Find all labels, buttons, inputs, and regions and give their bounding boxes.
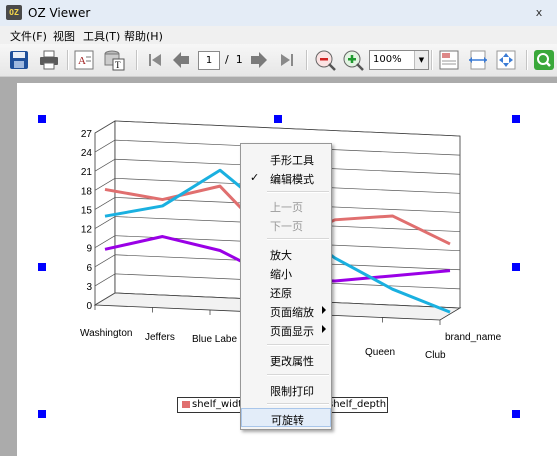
text-export-icon[interactable]: T	[103, 49, 125, 71]
page-layout-icon[interactable]	[438, 49, 460, 71]
toolbar-separator	[526, 50, 528, 70]
gridline	[94, 178, 116, 191]
current-page-input[interactable]: 1	[198, 51, 220, 70]
x-tick-label: Club	[425, 350, 446, 361]
submenu-arrow-icon	[322, 325, 326, 333]
font-export-icon[interactable]: A	[73, 49, 95, 71]
menu-page-display[interactable]: 页面显示	[241, 320, 331, 339]
menu-previous-page: 上一页	[270, 201, 303, 214]
menu-bar: 文件(F) 视图 工具(T) 帮助(H)	[0, 26, 557, 44]
toolbar-separator	[306, 50, 308, 70]
y-tick-label: 0	[86, 301, 92, 312]
y-tick-label: 15	[81, 205, 93, 216]
zoom-value: 100%	[373, 54, 402, 65]
selection-handle[interactable]	[274, 115, 282, 123]
legend-label-shelf-depth: shelf_depth	[328, 399, 387, 410]
y-tick-label: 24	[81, 148, 93, 159]
next-page-icon[interactable]	[248, 49, 270, 71]
menu-hand-tool[interactable]: 手形工具	[270, 154, 314, 167]
menu-separator	[267, 374, 329, 376]
y-tick-label: 6	[86, 263, 92, 274]
x-axis-title: brand_name	[445, 332, 502, 343]
selection-handle[interactable]	[38, 263, 46, 271]
menu-help[interactable]: 帮助(H)	[124, 30, 163, 43]
selection-handle[interactable]	[512, 115, 520, 123]
submenu-arrow-icon	[322, 306, 326, 314]
chevron-down-icon[interactable]: ▼	[414, 51, 428, 69]
gridline	[94, 235, 116, 248]
gridline	[94, 216, 116, 229]
menu-separator	[267, 403, 329, 405]
first-page-icon[interactable]	[144, 49, 166, 71]
checkmark-icon: ✓	[250, 171, 260, 184]
page-count: / 1	[225, 53, 243, 66]
selection-handle[interactable]	[512, 263, 520, 271]
oz-viewer-app-icon: OZ	[6, 5, 22, 20]
gridline	[114, 120, 461, 137]
legend-label-shelf-width: shelf_widt	[192, 399, 243, 410]
y-tick-label: 18	[81, 186, 93, 197]
svg-text:T: T	[115, 60, 121, 70]
chart-side-wall	[94, 120, 116, 306]
x-tick-label: Blue Labe	[192, 334, 237, 345]
zoom-out-icon[interactable]	[314, 49, 336, 71]
menu-edit-mode[interactable]: ✓ 编辑模式	[250, 171, 314, 186]
svg-text:A: A	[78, 55, 86, 67]
menu-restrict-print[interactable]: 限制打印	[270, 385, 314, 398]
y-tick-label: 21	[81, 167, 93, 178]
fit-width-icon[interactable]	[467, 49, 489, 71]
gridline	[94, 120, 116, 134]
menu-rotatable[interactable]: 可旋转	[241, 408, 331, 427]
toolbar-separator	[136, 50, 138, 70]
menu-separator	[267, 238, 329, 240]
gridline	[94, 273, 116, 287]
menu-zoom-in[interactable]: 放大	[270, 249, 292, 262]
zoom-in-icon[interactable]	[342, 49, 364, 71]
y-tick-label: 3	[86, 282, 92, 293]
context-menu: 手形工具 ✓ 编辑模式 上一页 下一页 放大 缩小 还原 页面缩放 页面显示 更…	[240, 143, 332, 430]
zoom-select[interactable]: 100% ▼	[369, 50, 429, 70]
gridline	[94, 197, 116, 210]
save-icon[interactable]	[8, 49, 30, 71]
gridline	[94, 292, 116, 306]
window-title: OZ Viewer	[28, 6, 91, 20]
menu-restore[interactable]: 还原	[270, 287, 292, 300]
menu-page-zoom[interactable]: 页面缩放	[241, 301, 331, 320]
toolbar: A T	[0, 44, 557, 77]
total-pages: 1	[235, 53, 243, 66]
y-tick-label: 27	[81, 129, 93, 140]
page-separator: /	[225, 53, 229, 66]
selection-handle[interactable]	[512, 410, 520, 418]
toolbar-separator	[67, 50, 69, 70]
menu-next-page: 下一页	[270, 220, 303, 233]
selection-handle[interactable]	[38, 410, 46, 418]
menu-file[interactable]: 文件(F)	[10, 30, 47, 43]
toolbar-separator	[431, 50, 433, 70]
menu-view[interactable]: 视图	[53, 30, 75, 43]
y-tick-label: 9	[86, 244, 92, 255]
selection-handle[interactable]	[38, 115, 46, 123]
gridline	[94, 158, 116, 172]
print-icon[interactable]	[38, 49, 60, 71]
x-tick-label: Washington	[80, 328, 132, 339]
gridline	[94, 254, 116, 268]
menu-separator	[267, 191, 329, 193]
close-icon[interactable]: x	[535, 6, 543, 19]
legend-swatch-shelf-width	[182, 401, 190, 408]
x-tick-label: Jeffers	[145, 332, 175, 343]
previous-page-icon[interactable]	[170, 49, 192, 71]
x-tick-label: Queen	[365, 347, 395, 358]
menu-zoom-out[interactable]: 缩小	[270, 268, 292, 281]
fit-page-icon[interactable]	[495, 49, 517, 71]
find-icon[interactable]	[533, 49, 555, 71]
last-page-icon[interactable]	[276, 49, 298, 71]
menu-change-properties[interactable]: 更改属性	[270, 355, 314, 368]
menu-tools[interactable]: 工具(T)	[83, 30, 121, 43]
y-tick-label: 12	[81, 225, 93, 236]
gridline	[94, 139, 116, 153]
menu-separator	[267, 344, 329, 346]
